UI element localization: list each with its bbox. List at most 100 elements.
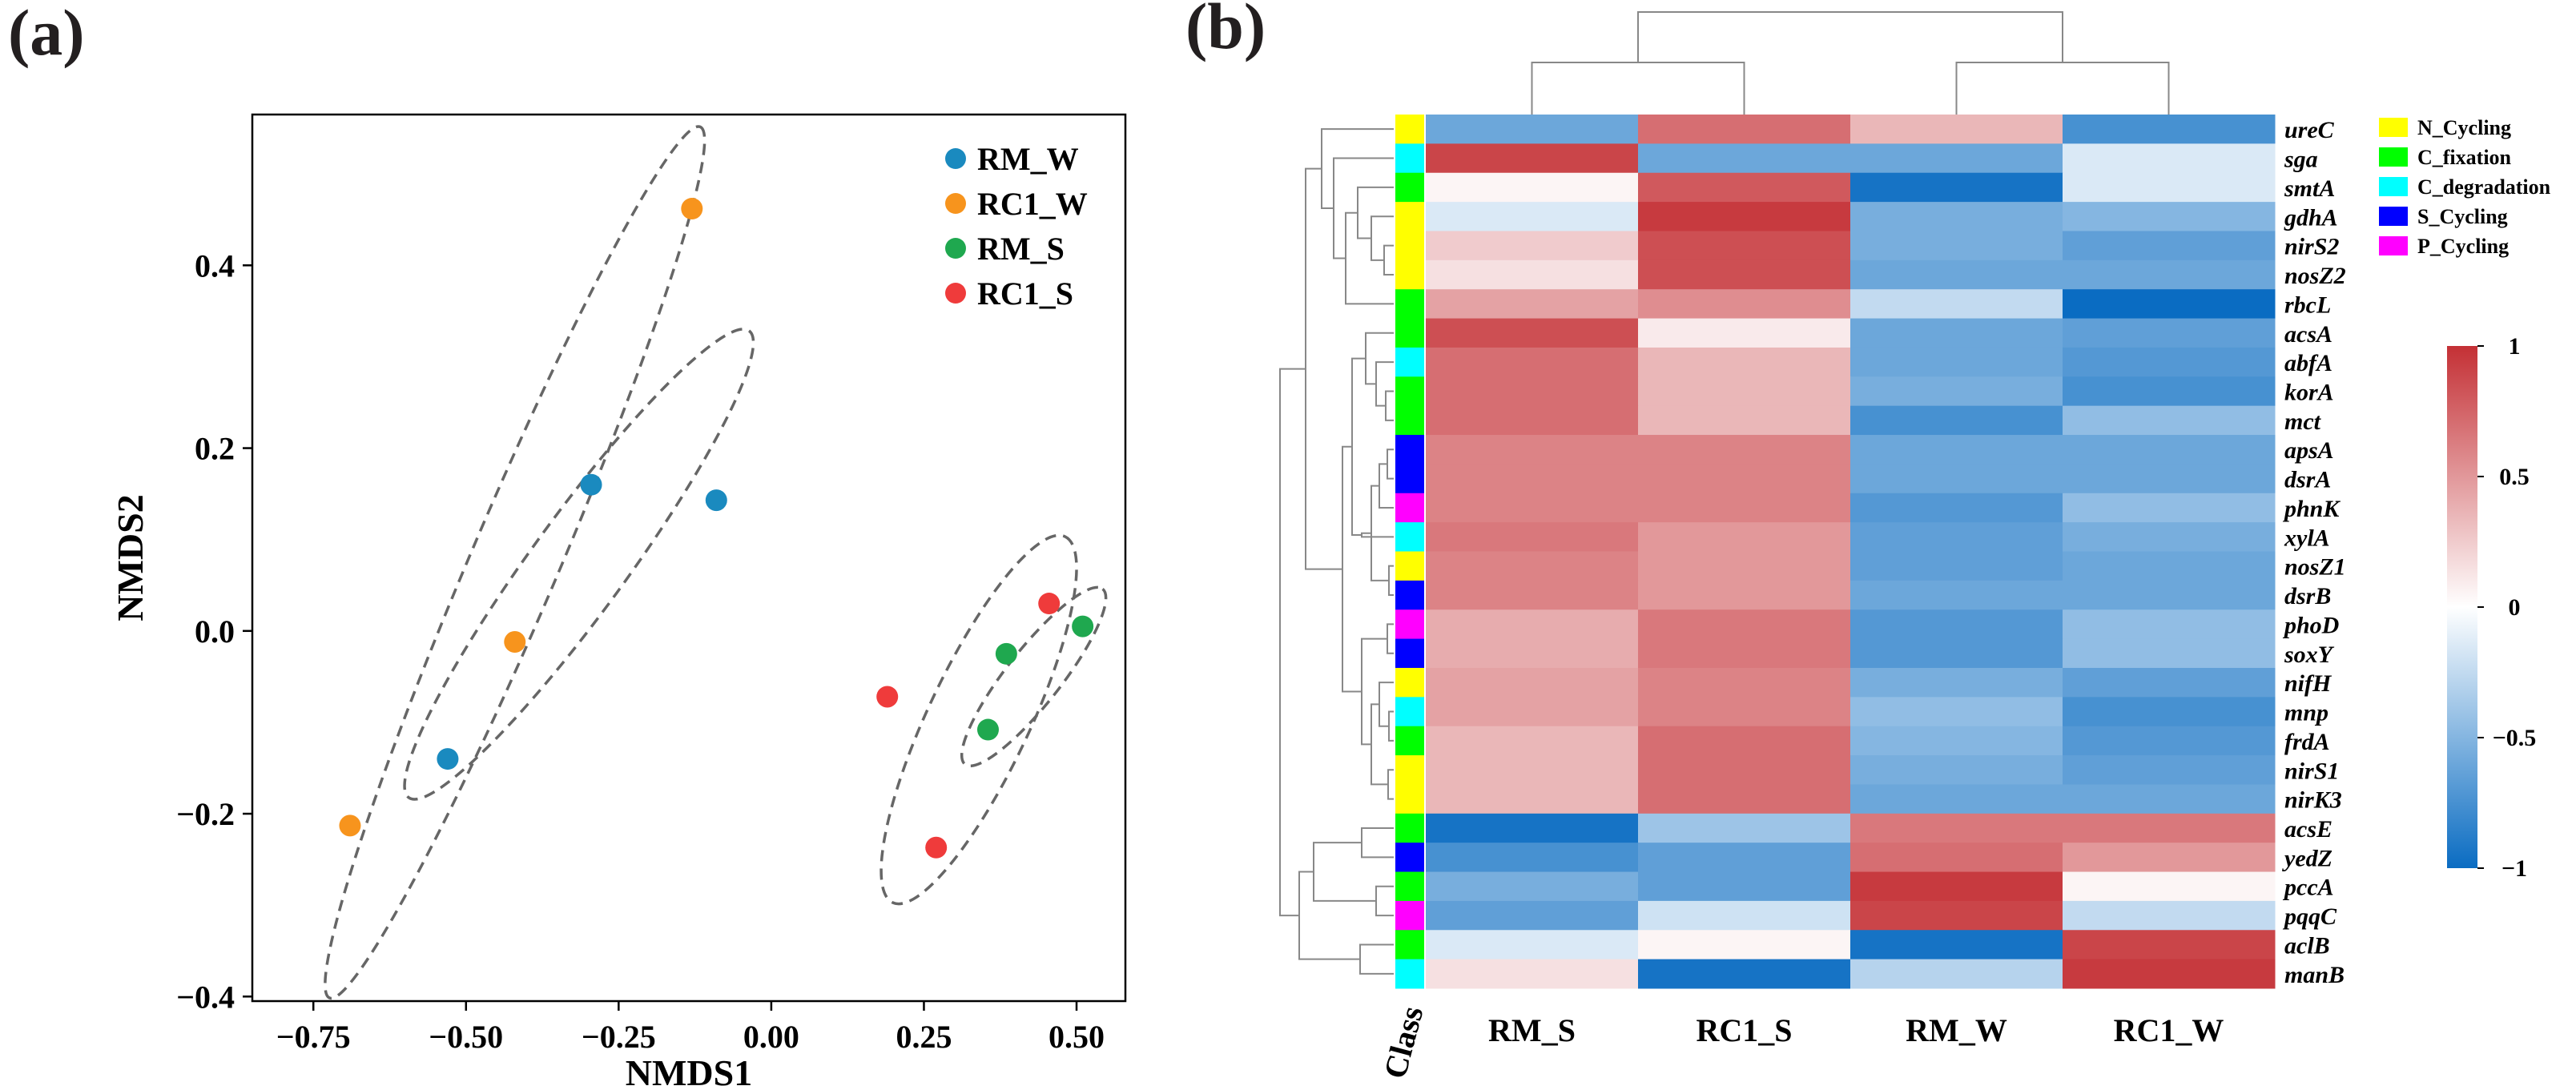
scatter-point [339, 814, 361, 837]
class-strip-cell [1395, 464, 1424, 494]
y-tick-label: 0.2 [195, 431, 235, 467]
heatmap-cell [1638, 231, 1851, 261]
heatmap-cell [2063, 347, 2276, 377]
heatmap-cell [1426, 259, 1639, 290]
row-dendrogram-branch [1313, 842, 1376, 902]
colorbar-tick-label: 1 [2509, 333, 2521, 360]
heatmap-cell [1850, 959, 2063, 989]
heatmap-cell [2063, 697, 2276, 727]
heatmap-cell [1426, 172, 1639, 203]
column-dendrogram-branch [1531, 62, 1745, 115]
heatmap-cell [2063, 376, 2276, 407]
heatmap-cell [1850, 726, 2063, 756]
heatmap-cell [1850, 900, 2063, 931]
gene-label: soxY [2284, 642, 2335, 668]
heatmap-cell [2063, 522, 2276, 552]
x-tick-label: −0.50 [429, 1019, 503, 1055]
x-tick-label: 0.25 [896, 1019, 952, 1055]
panel-a-label: (a) [8, 0, 85, 69]
heatmap-cell [1850, 143, 2063, 174]
heatmap-cell [1850, 172, 2063, 203]
scatter-point [1038, 593, 1061, 615]
heatmap-cell [2063, 493, 2276, 523]
heatmap-cell [1850, 115, 2063, 144]
heatmap-cell [1850, 318, 2063, 348]
heatmap-cell [1426, 871, 1639, 902]
class-strip-cell [1395, 551, 1424, 581]
y-tick-label: −0.4 [176, 979, 235, 1015]
heatmap-cell [1638, 405, 1851, 436]
heatmap-cell [1850, 813, 2063, 843]
class-strip-cell [1395, 522, 1424, 552]
heatmap-cell [1426, 435, 1639, 465]
row-dendrogram-branch [1387, 769, 1394, 800]
class-strip-cell [1395, 930, 1424, 960]
row-dendrogram-branch [1383, 244, 1394, 276]
heatmap-cell [1850, 464, 2063, 494]
class-strip-cell [1395, 405, 1424, 436]
gene-label: acsE [2284, 816, 2332, 843]
heatmap-cell [1426, 522, 1639, 552]
heatmap-cell [1638, 172, 1851, 203]
nmds-panel: −0.75 −0.50 −0.25 0.00 0.25 0.50 −0.4 −0.2 0.0 0.… [110, 113, 1127, 1090]
gene-label: rbcL [2284, 292, 2331, 318]
heatmap-cell [1426, 347, 1639, 377]
heatmap-cell [1426, 464, 1639, 494]
heatmap-cell [2063, 318, 2276, 348]
class-strip-cell [1395, 435, 1424, 465]
heatmap-cell [1426, 231, 1639, 261]
gene-label: apsA [2284, 437, 2334, 464]
row-dendrogram-branch [1305, 167, 1342, 570]
x-axis-label: NMDS1 [626, 1052, 752, 1090]
class-strip-cell [1395, 784, 1424, 814]
colorbar [2447, 346, 2477, 868]
class-strip-cell [1395, 580, 1424, 610]
heatmap-cell [1426, 697, 1639, 727]
heatmap-cell [1638, 697, 1851, 727]
scatter-point [580, 473, 602, 496]
column-label: RM_S [1488, 1012, 1576, 1048]
legend-label: RC1_W [977, 186, 1088, 222]
heatmap-cell [1850, 202, 2063, 231]
heatmap-cell [1426, 405, 1639, 436]
heatmap-cell [1638, 580, 1851, 610]
x-tick-label: −0.25 [582, 1019, 656, 1055]
row-dendrogram-branch [1365, 332, 1394, 385]
row-dendrogram-branch [1359, 943, 1394, 975]
heatmap-cell [1638, 638, 1851, 669]
row-dendrogram-branch [1385, 390, 1394, 421]
column-label: RM_W [1906, 1012, 2007, 1048]
gene-label: acsA [2284, 321, 2332, 348]
plot-frame [251, 113, 1127, 1003]
row-dendrogram-branch [1345, 211, 1394, 305]
class-strip-cell [1395, 493, 1424, 523]
class-strip-cell [1395, 697, 1424, 727]
gene-label: aclB [2284, 932, 2330, 959]
class-legend-swatch [2379, 236, 2408, 255]
legend-marker [945, 193, 966, 214]
gene-label: xylA [2284, 525, 2330, 551]
heatmap-cell [1638, 813, 1851, 843]
x-tick-label: 0.50 [1049, 1019, 1105, 1055]
class-strip-cell [1395, 115, 1424, 144]
y-tick-label: 0.4 [195, 247, 235, 284]
heatmap-cell [2063, 813, 2276, 843]
heatmap-cell [2063, 580, 2276, 610]
heatmap-cell [1638, 755, 1851, 785]
gene-label: korA [2284, 379, 2334, 405]
class-strip-cell [1395, 318, 1424, 348]
y-axis-label: NMDS2 [110, 494, 151, 621]
gene-label: phoD [2282, 612, 2339, 638]
heatmap-cell [1638, 289, 1851, 320]
heatmap-cell [1638, 871, 1851, 902]
heatmap-cell [2063, 143, 2276, 174]
heatmap-cell [1850, 930, 2063, 960]
heatmap-cell [2063, 755, 2276, 785]
heatmap-cell [1850, 259, 2063, 290]
class-legend-label: N_Cycling [2417, 116, 2511, 139]
heatmap-cell [1426, 930, 1639, 960]
heatmap-cell [1426, 784, 1639, 814]
class-legend-label: S_Cycling [2417, 205, 2508, 228]
class-strip-cell [1395, 871, 1424, 902]
heatmap-cell [2063, 202, 2276, 231]
